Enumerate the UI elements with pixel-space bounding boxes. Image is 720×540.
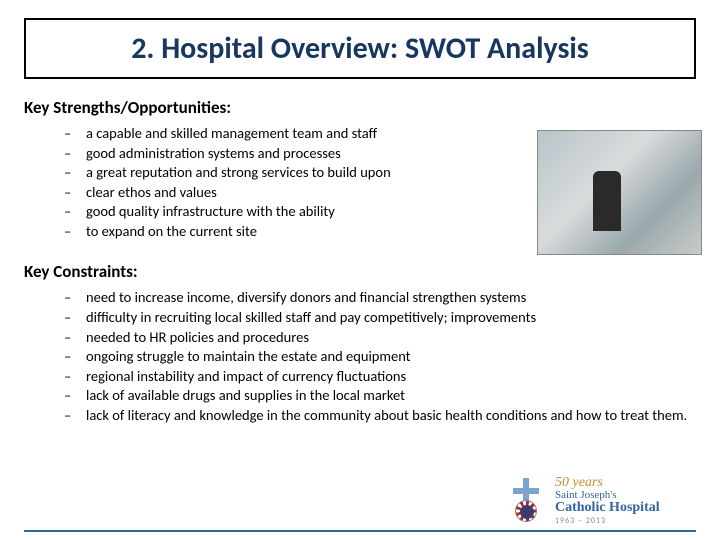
list-item: ongoing struggle to maintain the estate … <box>64 347 696 367</box>
list-item: lack of available drugs and supplies in … <box>64 386 696 406</box>
slide-title: 2. Hospital Overview: SWOT Analysis <box>40 30 680 67</box>
hospital-photo <box>537 130 702 255</box>
slide: 2. Hospital Overview: SWOT Analysis Key … <box>0 0 720 540</box>
list-item: need to increase income, diversify donor… <box>64 288 696 308</box>
footer-logo: 50 years Saint Joseph's Catholic Hospita… <box>505 474 680 526</box>
list-item: good quality infrastructure with the abi… <box>64 202 504 222</box>
list-item: a great reputation and strong services t… <box>64 163 504 183</box>
title-box: 2. Hospital Overview: SWOT Analysis <box>24 18 696 79</box>
strengths-heading: Key Strengths/Opportunities: <box>24 97 504 118</box>
constraints-heading: Key Constraints: <box>24 261 696 282</box>
list-item: a capable and skilled management team an… <box>64 124 504 144</box>
list-item: clear ethos and values <box>64 183 504 203</box>
logo-text: 50 years Saint Joseph's Catholic Hospita… <box>555 476 660 525</box>
list-item: needed to HR policies and procedures <box>64 328 696 348</box>
list-item: lack of literacy and knowledge in the co… <box>64 406 696 426</box>
footer-divider <box>24 530 696 532</box>
logo-line2: Catholic Hospital <box>555 501 660 515</box>
logo-years: 1963 – 2013 <box>555 517 660 525</box>
logo-emblem <box>505 476 547 524</box>
constraints-list: need to increase income, diversify donor… <box>64 288 696 425</box>
list-item: good administration systems and processe… <box>64 144 504 164</box>
logo-tagline: 50 years <box>555 476 660 490</box>
list-item: difficulty in recruiting local skilled s… <box>64 308 696 328</box>
list-item: to expand on the current site <box>64 222 504 242</box>
strengths-list: a capable and skilled management team an… <box>64 124 504 241</box>
list-item: regional instability and impact of curre… <box>64 367 696 387</box>
logo-line1: Saint Joseph's <box>555 490 660 501</box>
